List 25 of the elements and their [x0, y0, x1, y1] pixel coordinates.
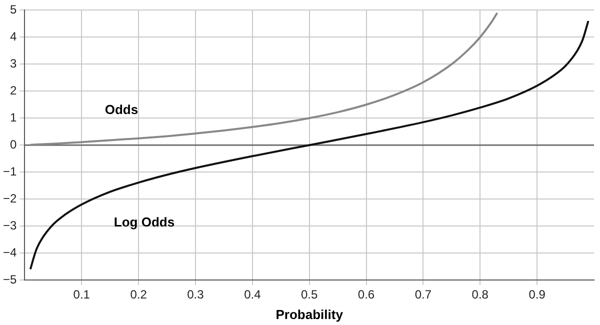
y-tick-label: 4: [10, 29, 17, 44]
y-tick-label: 0: [10, 137, 17, 152]
y-tick-label: 3: [10, 56, 17, 70]
x-tick-label: 0.7: [414, 288, 432, 302]
x-tick-label: 0.2: [130, 288, 148, 302]
y-tick-label: 1: [10, 110, 17, 124]
y-tick-label: −1: [2, 164, 17, 178]
x-tick-label: 0.9: [528, 288, 546, 302]
x-axis-title: Probability: [276, 306, 344, 322]
line-series: [29, 20, 590, 270]
series-label: Log Odds: [114, 214, 175, 230]
y-tick-label: 5: [10, 2, 17, 17]
y-tick-label: −3: [2, 218, 17, 232]
y-tick-label: 2: [10, 83, 17, 98]
x-tick-label: 0.4: [244, 288, 262, 302]
x-tick-label: 0.6: [358, 288, 375, 302]
series-label: Odds: [104, 102, 138, 118]
x-tick-label: 0.8: [472, 288, 489, 302]
y-tick-label: −4: [2, 245, 17, 260]
x-tick-label: 0.1: [73, 288, 90, 302]
y-tick-label: −5: [2, 272, 17, 286]
y-tick-label: −2: [2, 191, 17, 206]
x-tick-label: 0.5: [300, 288, 318, 302]
x-tick-label: 0.3: [187, 288, 204, 302]
line-series: [29, 12, 498, 146]
